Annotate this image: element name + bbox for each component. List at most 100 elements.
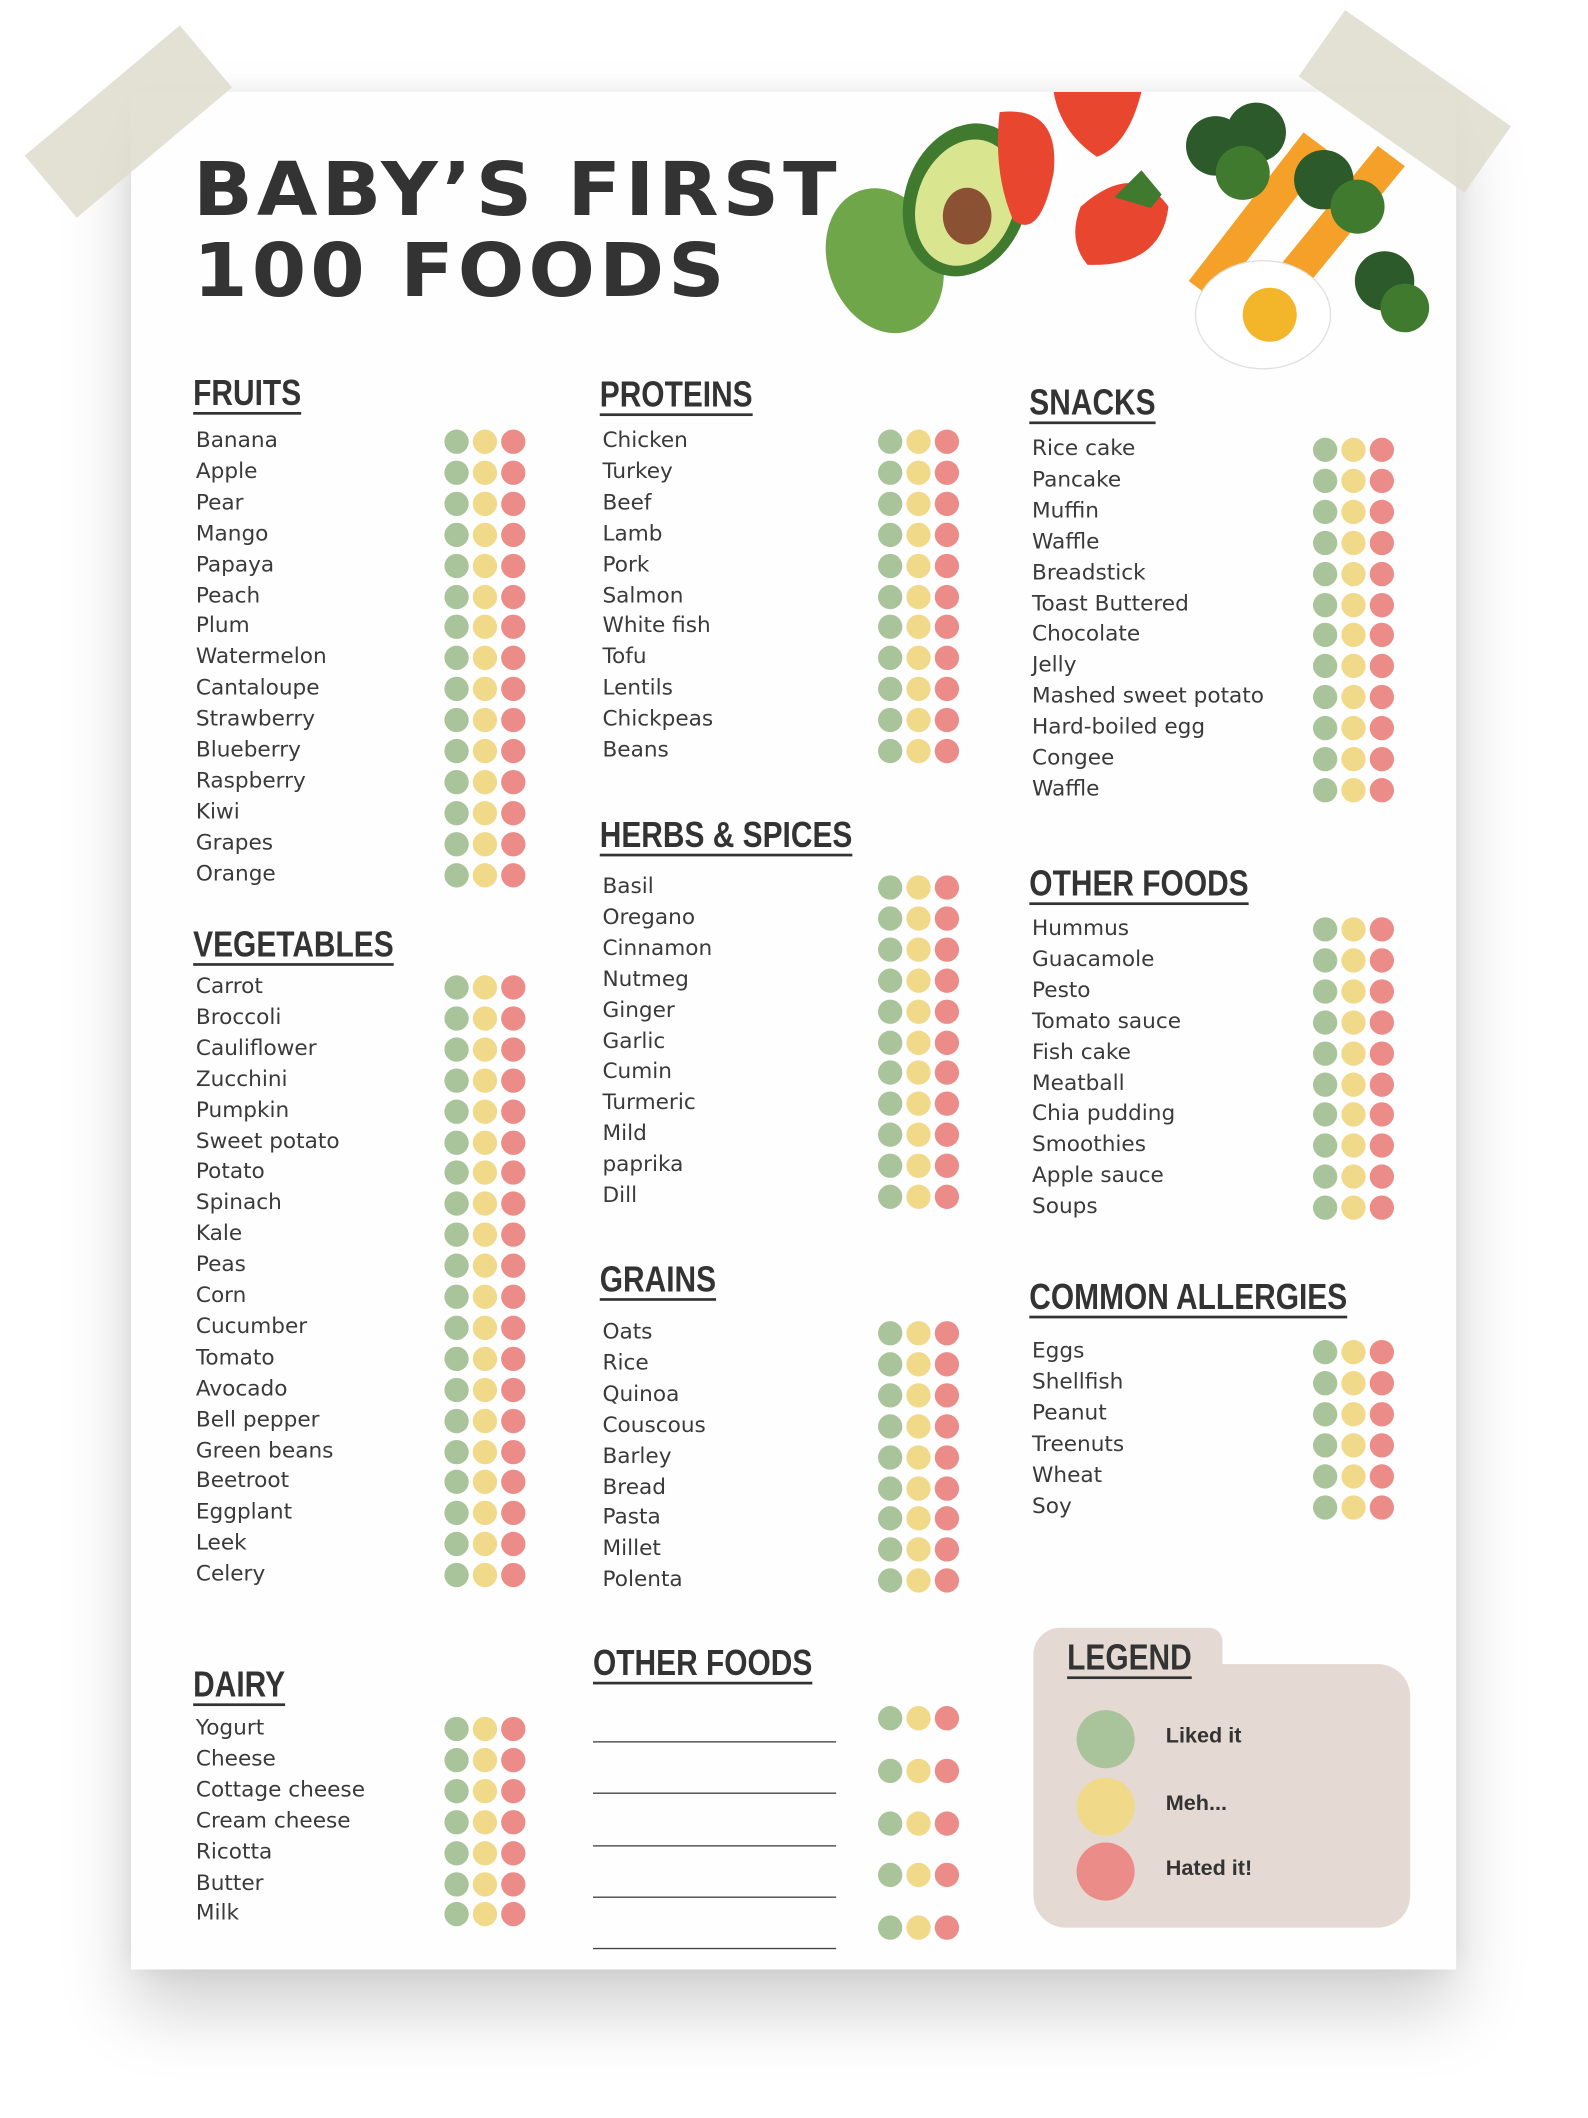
rating-dot — [501, 1253, 526, 1278]
rating-dot — [878, 1506, 903, 1531]
legend-title: LEGEND — [1067, 1637, 1192, 1678]
rating-dot — [1312, 1432, 1338, 1458]
food-item: Shellfish — [1032, 1368, 1124, 1394]
rating-dot — [1341, 1040, 1366, 1066]
rating-dot — [444, 1501, 469, 1526]
rating-dot — [934, 1475, 960, 1501]
food-item: Quinoa — [602, 1380, 680, 1406]
rating-dot — [472, 584, 498, 609]
rating-dot — [501, 1778, 526, 1804]
rating-dot — [1369, 654, 1395, 679]
rating-dot — [501, 769, 526, 795]
food-item: Strawberry — [195, 705, 316, 731]
food-item: Pasta — [602, 1503, 661, 1530]
rating-dot — [1312, 592, 1338, 617]
rating-dot — [878, 1568, 903, 1593]
food-item: Apple sauce — [1032, 1161, 1164, 1188]
rating-dot — [1369, 499, 1395, 524]
rating-dot — [472, 1284, 498, 1309]
food-item: Cucumber — [195, 1312, 308, 1339]
rating-dot — [878, 646, 903, 671]
food-item: Butter — [195, 1868, 264, 1895]
rating-dot — [934, 1758, 960, 1783]
rating-dot — [1341, 1195, 1366, 1220]
rating-dot — [501, 1439, 526, 1464]
rating-dot — [1341, 1401, 1366, 1427]
food-item: Rice cake — [1032, 434, 1136, 461]
food-item: Celery — [195, 1560, 266, 1586]
rating-dot — [472, 1129, 498, 1155]
rating-dot — [878, 1758, 903, 1783]
rating-dot — [1369, 1401, 1395, 1427]
food-item: Waffle — [1032, 775, 1100, 801]
rating-dot — [934, 1810, 960, 1836]
section-heading: PROTEINS — [599, 374, 753, 415]
blank-line — [593, 1844, 837, 1846]
rating-dot — [906, 1321, 931, 1346]
rating-dot — [501, 1099, 526, 1124]
rating-dot — [444, 800, 469, 826]
rating-dot — [472, 491, 498, 516]
rating-dot — [906, 738, 931, 764]
illustration — [825, 91, 1430, 370]
section-heading: DAIRY — [193, 1664, 286, 1705]
rating-dot — [501, 1129, 526, 1155]
rating-dot — [501, 1871, 526, 1896]
rating-dot — [472, 1037, 498, 1062]
blank-line — [593, 1896, 837, 1898]
rating-dot — [906, 584, 931, 609]
rating-dot — [878, 1863, 903, 1888]
rating-dot — [878, 1413, 903, 1439]
food-item: Tomato — [195, 1343, 275, 1370]
food-item: Potato — [195, 1158, 265, 1184]
rating-dot — [472, 1191, 498, 1217]
rating-dot — [501, 1470, 526, 1495]
rating-dot — [444, 1099, 469, 1124]
rating-dot — [444, 975, 469, 1000]
food-item: Cottage cheese — [195, 1776, 365, 1802]
rating-dot — [1369, 1040, 1395, 1066]
food-item: Peas — [195, 1250, 246, 1277]
rating-dot — [906, 460, 931, 485]
rating-dot — [501, 1377, 526, 1402]
rating-dot — [501, 707, 526, 733]
rating-dot — [1312, 746, 1338, 772]
rating-dot — [906, 1352, 931, 1377]
food-item: Soy — [1032, 1491, 1072, 1518]
rating-dot — [934, 738, 960, 764]
food-item: Basil — [602, 872, 654, 899]
food-item: Tofu — [602, 643, 647, 670]
rating-dot — [878, 1706, 903, 1731]
food-item: Guacamole — [1032, 945, 1155, 972]
rating-dot — [1312, 777, 1338, 803]
rating-dot — [934, 584, 960, 609]
rating-dot — [1341, 561, 1366, 586]
food-item: Soups — [1032, 1192, 1098, 1219]
food-item: Beans — [602, 736, 669, 762]
food-item: Papaya — [195, 550, 275, 577]
rating-dot — [501, 1191, 526, 1217]
rating-dot — [1312, 1401, 1338, 1427]
food-item: Lamb — [602, 519, 663, 546]
rating-dot — [934, 1091, 960, 1117]
rating-dot — [501, 1840, 526, 1865]
rating-dot — [934, 1184, 960, 1209]
rating-dot — [1369, 1339, 1395, 1365]
rating-dot — [1369, 979, 1395, 1004]
food-item: Pear — [195, 488, 244, 515]
food-item: Kiwi — [195, 798, 240, 824]
food-item: Watermelon — [195, 643, 327, 670]
rating-dot — [906, 491, 931, 516]
rating-dot — [444, 1840, 469, 1865]
rating-dot — [906, 1537, 931, 1562]
rating-dot — [934, 1863, 960, 1888]
rating-dot — [1341, 1339, 1366, 1365]
rating-dot — [1341, 746, 1366, 772]
food-item: Salmon — [602, 581, 684, 608]
rating-dot — [501, 646, 526, 671]
rating-dot — [444, 707, 469, 733]
rating-dot — [472, 677, 498, 702]
rating-dot — [444, 1253, 469, 1278]
rating-dot — [501, 553, 526, 578]
rating-dot — [444, 1068, 469, 1093]
